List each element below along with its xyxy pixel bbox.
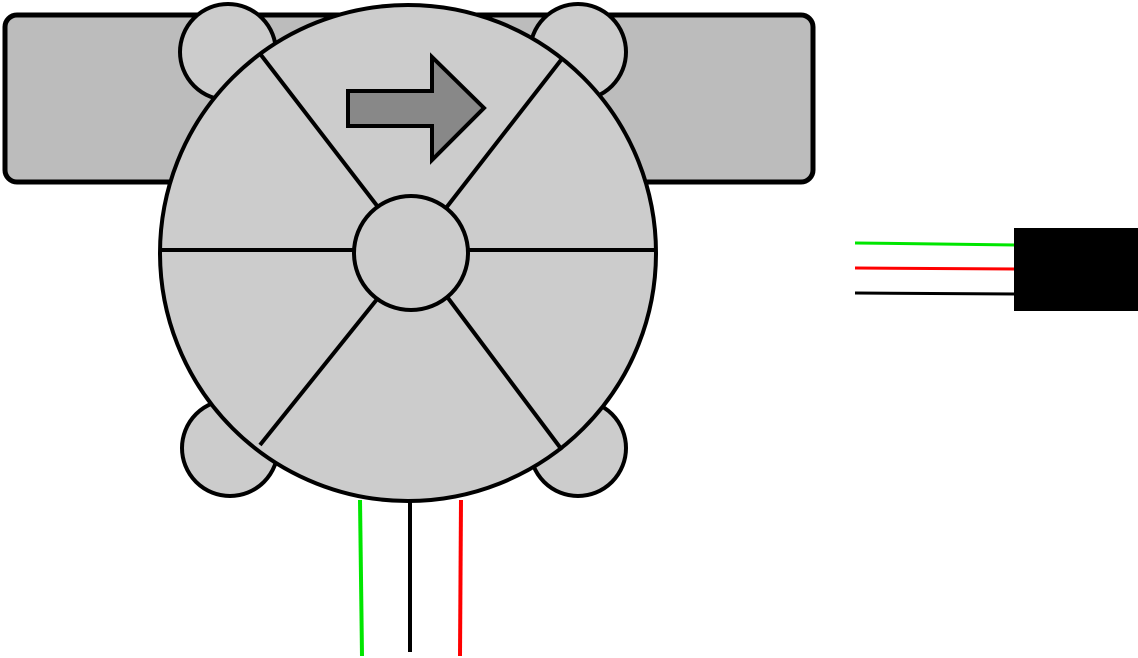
connector-wires — [854, 241, 1017, 296]
impeller-blade — [259, 53, 380, 209]
connector-plug — [1014, 228, 1138, 311]
wire-ground — [854, 291, 1017, 296]
wire-power — [458, 499, 463, 657]
impeller-hub — [352, 194, 470, 312]
wire-power — [854, 266, 1017, 271]
impeller-blade — [258, 296, 380, 447]
impeller-blade — [444, 58, 563, 210]
wire-signal — [358, 499, 364, 657]
sensor-wires — [358, 499, 463, 657]
flow-direction-arrow-icon — [346, 52, 487, 165]
impeller-blade — [446, 296, 564, 452]
wire-signal — [854, 241, 1017, 247]
impeller — [160, 53, 656, 452]
